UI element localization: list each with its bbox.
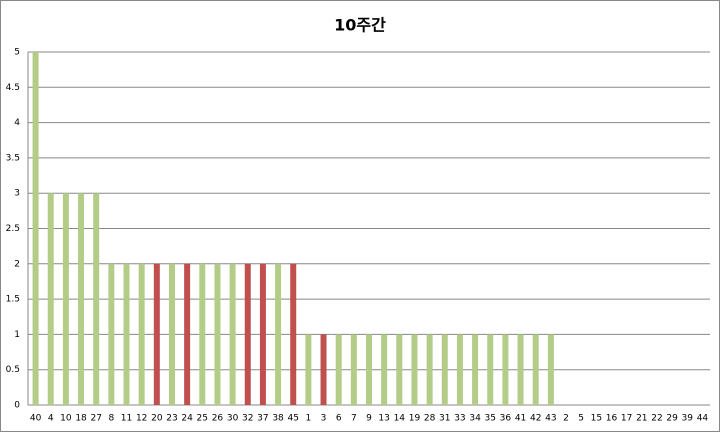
bar: [366, 334, 372, 405]
x-tick-label: 44: [697, 414, 709, 424]
x-tick-label: 25: [197, 414, 208, 424]
y-tick-label: 4: [14, 118, 20, 128]
x-tick-label: 13: [378, 414, 389, 424]
x-tick-label: 28: [424, 414, 436, 424]
bar: [123, 263, 130, 405]
bar: [78, 193, 85, 405]
x-tick-label: 36: [500, 414, 512, 424]
bar: [138, 263, 145, 405]
x-tick-label: 41: [515, 414, 526, 424]
bar: [153, 263, 160, 405]
x-tick-label: 26: [212, 414, 224, 424]
y-tick-label: 5: [14, 48, 20, 58]
bar: [259, 263, 266, 405]
x-tick-label: 11: [121, 414, 132, 424]
bar: [487, 334, 494, 405]
bar: [456, 334, 463, 405]
x-tick-label: 9: [366, 414, 372, 424]
x-tick-label: 16: [606, 414, 618, 424]
bar: [335, 334, 342, 405]
x-tick-label: 40: [30, 414, 42, 424]
y-tick-label: 2.5: [6, 224, 20, 234]
bar: [472, 334, 479, 405]
x-tick-label: 24: [181, 414, 193, 424]
x-tick-label: 4: [48, 414, 54, 424]
x-tick-label: 3: [321, 414, 327, 424]
x-tick-label: 18: [75, 414, 87, 424]
x-tick-label: 21: [636, 414, 647, 424]
x-tick-label: 42: [530, 414, 541, 424]
x-tick-label: 23: [166, 414, 177, 424]
bar: [441, 334, 448, 405]
bar: [214, 263, 221, 405]
y-tick-label: 0.5: [6, 365, 20, 375]
bar: [62, 193, 69, 405]
bar: [93, 193, 100, 405]
bar: [320, 334, 327, 405]
x-tick-label: 35: [485, 414, 496, 424]
bar: [547, 334, 554, 405]
bar: [532, 334, 539, 405]
y-tick-label: 3.5: [6, 153, 20, 163]
y-tick-label: 1: [14, 330, 20, 340]
bar: [502, 334, 509, 405]
x-tick-label: 27: [90, 414, 101, 424]
x-tick-label: 39: [682, 414, 694, 424]
x-tick-label: 20: [151, 414, 163, 424]
x-tick-label: 38: [272, 414, 284, 424]
x-tick-label: 29: [666, 414, 678, 424]
x-tick-label: 19: [409, 414, 421, 424]
bar: [244, 263, 251, 405]
y-tick-label: 2: [14, 259, 20, 269]
bar: [426, 334, 433, 405]
x-tick-label: 12: [136, 414, 147, 424]
bar: [229, 263, 236, 405]
y-tick-label: 1.5: [6, 295, 20, 305]
bar: [396, 334, 403, 405]
bar: [381, 334, 388, 405]
bar: [305, 334, 312, 405]
y-tick-label: 3: [14, 189, 20, 199]
x-tick-label: 45: [287, 414, 298, 424]
bar: [199, 263, 206, 405]
x-tick-label: 10: [60, 414, 72, 424]
x-tick-label: 17: [621, 414, 632, 424]
chart-title: 10주간: [334, 16, 386, 35]
x-tick-label: 15: [591, 414, 602, 424]
y-tick-label: 4.5: [6, 83, 20, 93]
x-tick-label: 43: [545, 414, 556, 424]
bar: [517, 334, 524, 405]
bar: [108, 263, 115, 405]
x-tick-label: 30: [227, 414, 239, 424]
x-tick-label: 8: [108, 414, 114, 424]
bar: [275, 263, 282, 405]
x-tick-label: 7: [351, 414, 357, 424]
x-tick-label: 22: [651, 414, 662, 424]
y-tick-label: 0: [14, 401, 20, 411]
x-tick-label: 2: [563, 414, 569, 424]
bar: [411, 334, 418, 405]
bar: [184, 263, 191, 405]
bar: [350, 334, 357, 405]
x-tick-label: 6: [336, 414, 342, 424]
bar: [47, 193, 54, 405]
x-tick-label: 37: [257, 414, 268, 424]
x-tick-label: 1: [306, 414, 312, 424]
bar: [290, 263, 297, 405]
x-tick-label: 34: [469, 414, 481, 424]
x-tick-label: 5: [578, 414, 584, 424]
x-tick-label: 33: [454, 414, 465, 424]
x-tick-label: 31: [439, 414, 450, 424]
x-tick-label: 14: [394, 414, 406, 424]
bar: [32, 52, 39, 405]
bar: [168, 263, 175, 405]
x-tick-label: 32: [242, 414, 253, 424]
